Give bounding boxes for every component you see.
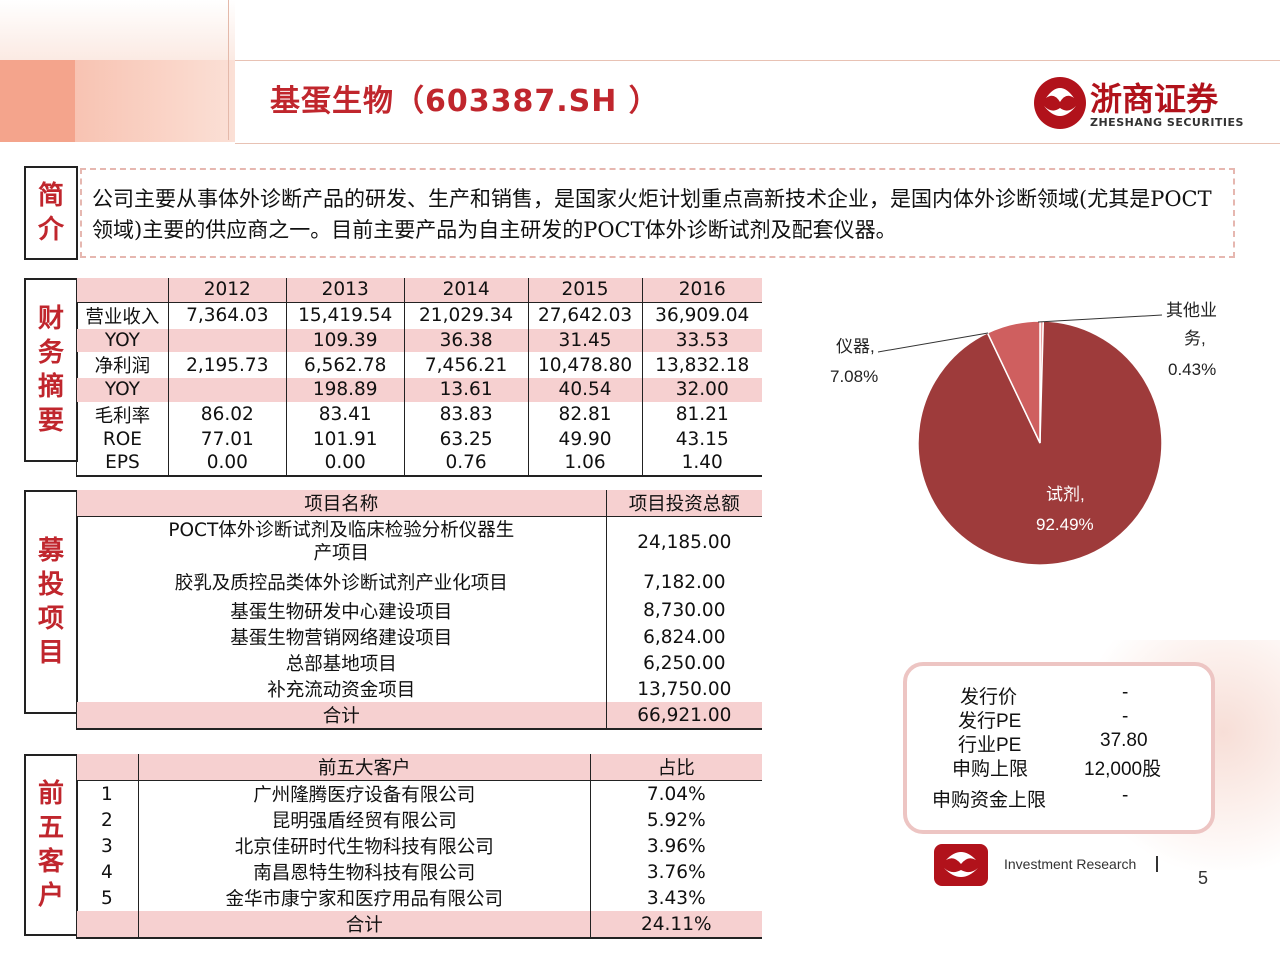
table-row: YOY 109.39 36.38 31.45 33.53 — [76, 328, 762, 352]
table-row: 总部基地项目 6,250.00 — [76, 650, 762, 676]
ipo-value-fund-limit: - — [1122, 785, 1129, 806]
table-row: 5 金华市康宁家和医疗用品有限公司 3.43% — [76, 885, 762, 911]
ipo-value-price: - — [1122, 682, 1129, 703]
page-number: 5 — [1198, 868, 1209, 888]
logo-text: 浙商证券 — [1090, 80, 1219, 118]
table-row: YOY 198.89 13.61 40.54 32.00 — [76, 378, 762, 402]
table-row: 毛利率 86.02 83.41 83.83 82.81 81.21 — [76, 401, 762, 428]
footer-logo-icon — [934, 844, 988, 886]
table-row: 胶乳及质控品类体外诊断试剂产业化项目 7,182.00 — [76, 567, 762, 597]
header-divider — [228, 0, 229, 140]
finance-header-blank — [76, 278, 169, 303]
instrument-value: 7.08% — [830, 367, 878, 386]
intro-text: 公司主要从事体外诊断产品的研发、生产和销售，是国家火炬计划重点高新技术企业，是国… — [92, 187, 1212, 242]
table-row: POCT体外诊断试剂及临床检验分析仪器生产项目 24,185.00 — [76, 516, 762, 567]
customers-table: 前五大客户 占比 1 广州隆腾医疗设备有限公司 7.04% 2 昆明强盾经贸有限… — [76, 754, 762, 939]
reagent-value: 92.49% — [1036, 515, 1094, 534]
ipo-label-fund-limit: 申购资金上限 — [932, 790, 1047, 811]
table-row: EPS 0.00 0.00 0.76 1.06 1.40 — [76, 451, 762, 477]
ipo-info-box — [903, 662, 1215, 834]
ipo-label-industry-pe: 行业PE — [958, 735, 1022, 756]
zheshang-logo-icon — [1034, 77, 1086, 129]
ipo-label-pe: 发行PE — [958, 711, 1022, 732]
finance-header-row: 2012 2013 2014 2015 2016 — [76, 278, 762, 303]
other-leader-line — [1037, 314, 1163, 323]
header-decoration — [0, 0, 235, 60]
header-red-band — [0, 60, 75, 142]
table-row: 营业收入 7,364.03 15,419.54 21,029.34 27,642… — [76, 302, 762, 329]
ipo-value-pe: - — [1122, 706, 1129, 727]
table-row: 基蛋生物研发中心建设项目 8,730.00 — [76, 597, 762, 624]
instrument-label: 仪器, — [836, 337, 875, 356]
table-row: 1 广州隆腾医疗设备有限公司 7.04% — [76, 780, 762, 807]
projects-label: 募 投 项 目 — [24, 490, 78, 714]
customers-label: 前 五 客 户 — [24, 754, 78, 936]
other-label: 其他业 — [1166, 301, 1217, 320]
ipo-label-limit: 申购上限 — [952, 759, 1029, 780]
title-band — [235, 60, 1280, 144]
intro-label: 简 介 — [24, 166, 78, 260]
table-row: 基蛋生物营销网络建设项目 6,824.00 — [76, 624, 762, 650]
footer-divider — [1156, 856, 1158, 872]
table-row: 3 北京佳研时代生物科技有限公司 3.96% — [76, 833, 762, 859]
customers-header-row: 前五大客户 占比 — [76, 754, 762, 781]
ipo-label-price: 发行价 — [960, 687, 1018, 708]
intro-box — [80, 168, 1235, 258]
table-row: 净利润 2,195.73 6,562.78 7,456.21 10,478.80… — [76, 352, 762, 378]
customers-total-blank — [76, 911, 139, 939]
instrument-leader-line — [877, 332, 989, 353]
logo-subtitle: ZHESHANG SECURITIES — [1090, 116, 1244, 129]
finance-table: 2012 2013 2014 2015 2016 营业收入 7,364.03 1… — [76, 278, 762, 477]
projects-header-row: 项目名称 项目投资总额 — [76, 490, 762, 517]
table-row: 2 昆明强盾经贸有限公司 5.92% — [76, 807, 762, 833]
table-row: 补充流动资金项目 13,750.00 — [76, 676, 762, 702]
footer-text: Investment Research — [1004, 856, 1137, 872]
table-row: 4 南昌恩特生物科技有限公司 3.76% — [76, 859, 762, 885]
other-label-2: 务, — [1184, 329, 1206, 348]
other-value: 0.43% — [1168, 360, 1216, 379]
reagent-label: 试剂, — [1046, 485, 1085, 504]
page-title: 基蛋生物（603387.SH ） — [270, 84, 660, 119]
revenue-mix-pie-chart: 仪器, 7.08% 其他业 务, 0.43% 试剂, 92.49% — [830, 301, 1217, 566]
ipo-value-limit: 12,000股 — [1084, 759, 1162, 780]
header-pink-band — [75, 60, 235, 142]
finance-label: 财 务 摘 要 — [24, 278, 78, 462]
pie-slices — [917, 320, 1163, 566]
customers-header-blank — [76, 754, 139, 781]
projects-total-row: 合计 66,921.00 — [76, 702, 762, 730]
table-row: ROE 77.01 101.91 63.25 49.90 43.15 — [76, 427, 762, 451]
customers-total-row: 合计 24.11% — [76, 911, 762, 939]
projects-table: 项目名称 项目投资总额 POCT体外诊断试剂及临床检验分析仪器生产项目 24,1… — [76, 490, 762, 730]
ipo-value-industry-pe: 37.80 — [1100, 730, 1148, 751]
